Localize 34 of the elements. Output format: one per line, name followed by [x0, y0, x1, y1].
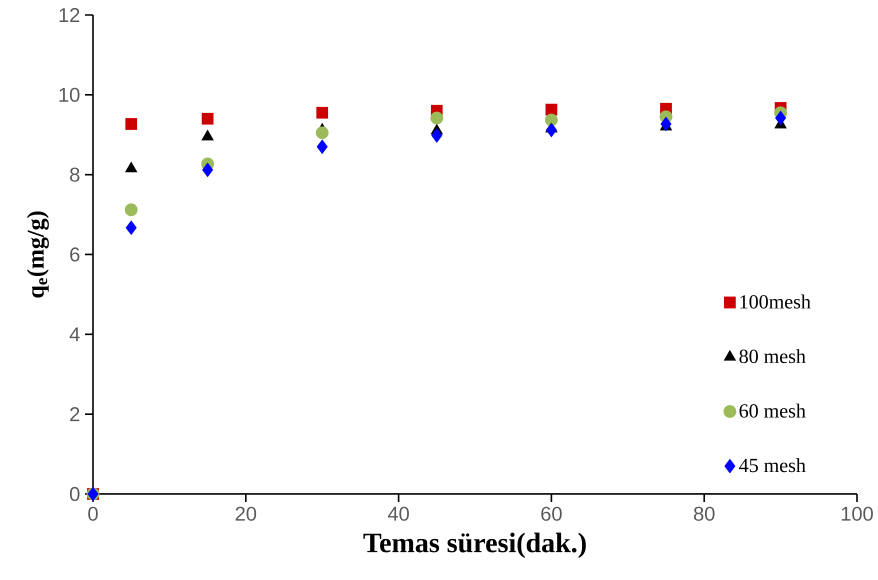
- point: [775, 110, 786, 126]
- y-tick-label: 2: [70, 407, 80, 422]
- point: [124, 203, 138, 216]
- x-tick-label: 20: [236, 506, 256, 521]
- y-tick-label: 8: [70, 168, 80, 182]
- point: [546, 104, 558, 116]
- y-tick-label: 10: [60, 88, 80, 102]
- point: [316, 140, 328, 154]
- point: [546, 122, 557, 138]
- legend-label: 60 mesh: [740, 404, 806, 418]
- point: [316, 106, 328, 119]
- y-axis-title: q$_{e}$(mg/g): [26, 211, 49, 298]
- legend-label: 100mesh: [740, 294, 811, 309]
- legend-label: 80 mesh: [739, 349, 806, 364]
- x-tick-label: 40: [388, 506, 409, 521]
- point: [316, 126, 329, 140]
- point: [125, 118, 138, 130]
- point: [545, 114, 558, 126]
- x-tick-label: 80: [694, 506, 715, 521]
- x-tick-label: 0: [88, 506, 98, 521]
- x-tick-label: 100: [842, 506, 873, 521]
- x-tick-label: 60: [541, 506, 562, 521]
- y-tick-label: 4: [70, 327, 80, 342]
- x-axis-title: Temas süresi(dak.): [363, 532, 586, 558]
- point: [660, 116, 672, 132]
- point: [202, 162, 214, 178]
- y-tick-label: 0: [70, 486, 80, 502]
- y-tick-label: 6: [70, 247, 80, 262]
- point: [202, 112, 214, 125]
- point: [126, 220, 137, 235]
- point: [430, 112, 444, 124]
- y-tick-label: 12: [60, 8, 80, 22]
- point: [431, 128, 442, 143]
- legend-label: 45 mesh: [739, 458, 806, 472]
